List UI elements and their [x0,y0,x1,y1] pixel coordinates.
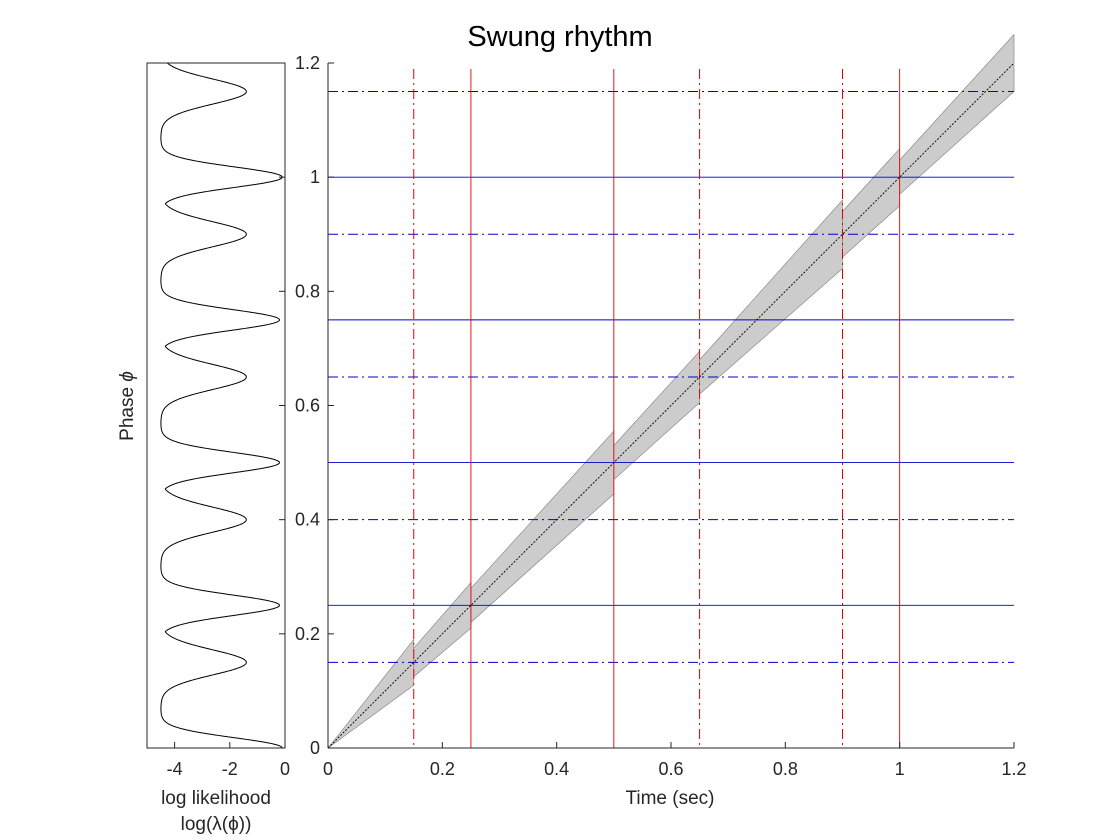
right-xtick-label-3: 0.6 [658,759,683,779]
log-likelihood-panel: -4 -2 0 log likelihood log(λ(ϕ)) Phase ϕ [117,62,290,835]
phase-ylabel-text: Phase [117,382,138,441]
phase-ylabel: Phase ϕ [117,371,138,441]
right-x-ticks: 0 0.2 0.4 0.6 0.8 1 1.2 [323,742,1027,779]
left-axes-box [146,62,286,749]
right-xtick-label-0: 0 [323,759,333,779]
left-x-ticks: -4 -2 0 [167,742,290,779]
right-ytick-label-6: 1.2 [295,53,320,73]
right-ytick-label-4: 0.8 [295,281,320,301]
right-ytick-label-5: 1 [310,167,320,187]
left-xtick-label-0: -4 [167,759,183,779]
right-xtick-label-6: 1.2 [1001,759,1026,779]
right-ytick-label-2: 0.4 [295,510,320,530]
uncertainty-band [327,33,1015,749]
right-xtick-label-2: 0.4 [544,759,569,779]
right-xtick-label-1: 0.2 [430,759,455,779]
right-xtick-label-4: 0.8 [773,759,798,779]
phase-ylabel-symbol: ϕ [117,371,138,382]
left-xlabel-line2: log(λ(ϕ)) [181,814,252,835]
right-ytick-label-0: 0 [310,738,320,758]
chart-title: Swung rhythm [467,21,652,53]
phase-time-panel: 0 0.2 0.4 0.6 0.8 1 1.2 0 0.2 0.4 0.6 0.8 1 1.2 Swun… [295,21,1027,809]
onset-lines [413,69,901,748]
right-ytick-label-1: 0.2 [295,624,320,644]
right-y-ticks: 0 0.2 0.4 0.6 0.8 1 1.2 [295,53,334,758]
time-xlabel: Time (sec) [625,788,714,809]
left-axes-background [147,63,285,748]
right-xtick-label-5: 1 [895,759,905,779]
mean-phase-line [327,62,1015,749]
left-xtick-label-1: -2 [222,759,238,779]
left-xtick-label-2: 0 [280,759,290,779]
left-xlabel-line1: log likelihood [161,788,271,809]
right-ytick-label-3: 0.6 [295,396,320,416]
